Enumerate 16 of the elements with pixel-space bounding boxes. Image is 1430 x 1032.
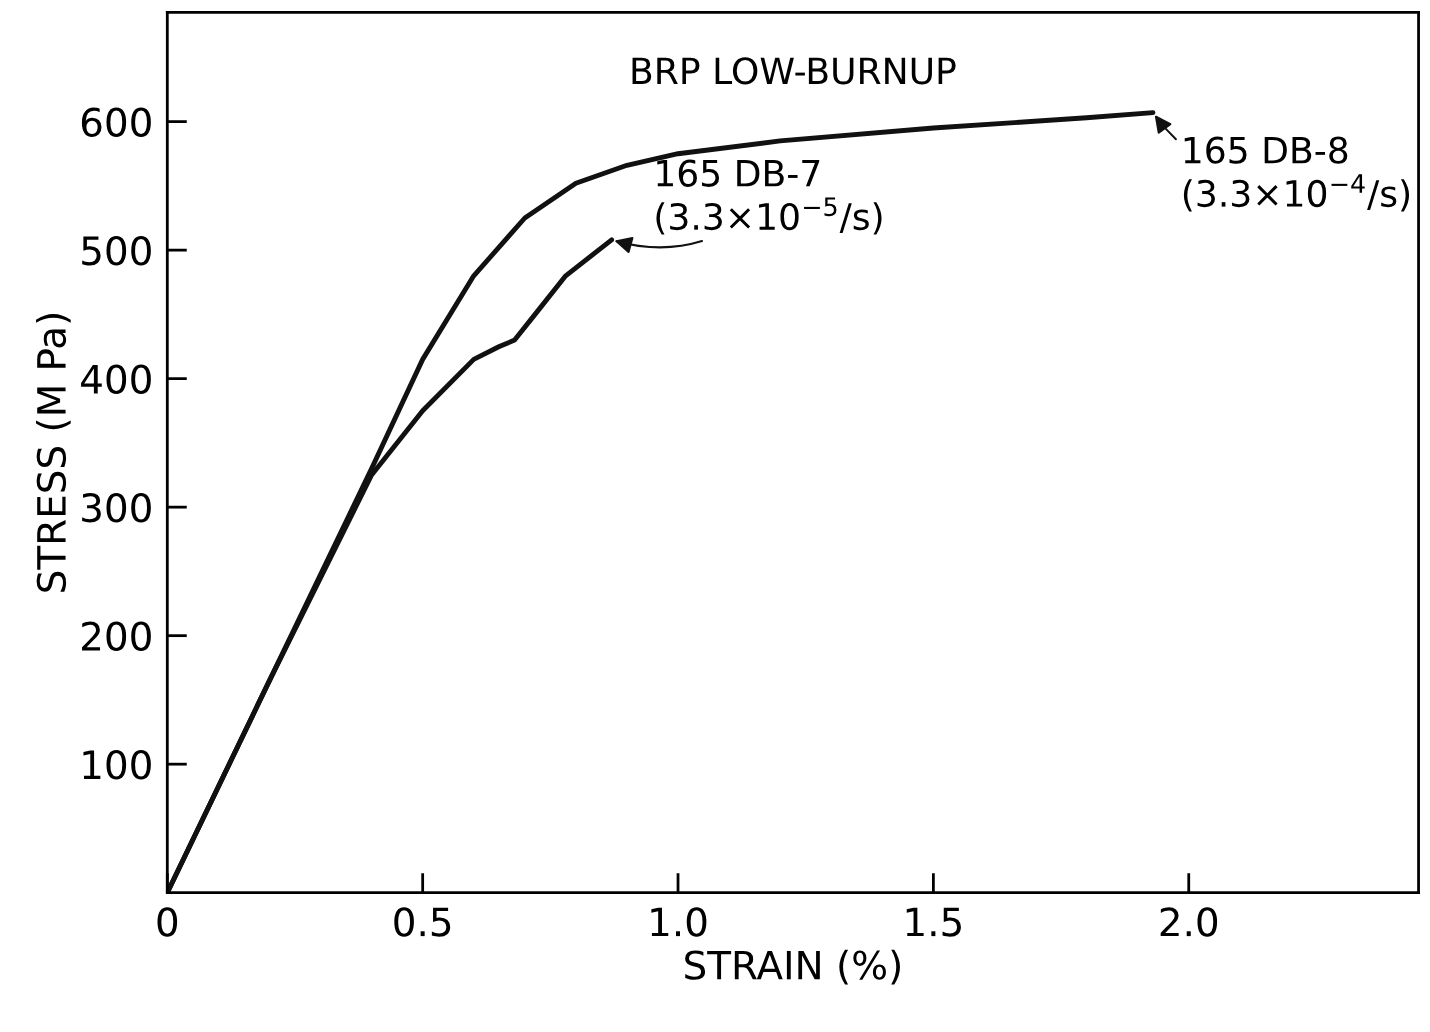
y-tick-label: 300	[82, 493, 151, 523]
y-tick-label: 400	[81, 364, 151, 394]
annotation: 165 DB-8 (3.3×10$^{−4}$/s)	[1183, 136, 1410, 212]
y-tick-label: 500	[82, 236, 151, 266]
x-tick-label: 1.5	[906, 907, 961, 937]
x-tick-label: 0.5	[394, 907, 451, 937]
x-axis-title: STRAIN (%)	[685, 949, 900, 985]
x-tick-label: 1.0	[651, 907, 707, 937]
y-axis-title: STRESS (M Pa)	[36, 314, 71, 592]
text: BRP LOW-BURNUP	[632, 57, 956, 85]
y-tick-label: 100	[83, 750, 151, 780]
y-tick-label: 600	[81, 107, 151, 137]
x-tick-label: 0	[157, 907, 178, 937]
x-tick-label: 2.0	[1160, 907, 1218, 937]
y-tick-label: 200	[82, 621, 151, 651]
annotation: 165 DB-7 (3.3×10$^{−5}$/s)	[656, 159, 882, 235]
